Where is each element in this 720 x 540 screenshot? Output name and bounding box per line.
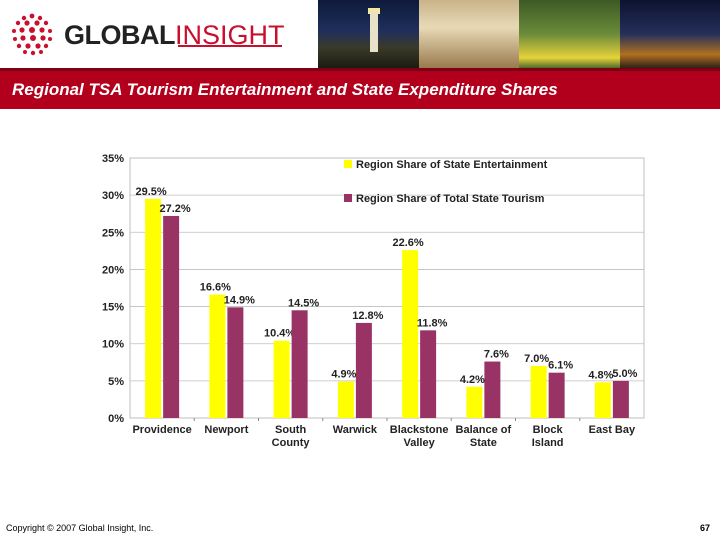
logo-underline — [178, 45, 282, 47]
x-tick-label: County — [272, 437, 311, 449]
slide-title: Regional TSA Tourism Entertainment and S… — [12, 80, 558, 99]
data-label: 10.4% — [264, 328, 295, 340]
bar — [209, 294, 226, 418]
header-photo-strip — [318, 0, 720, 68]
data-label: 14.9% — [224, 294, 255, 306]
bar — [355, 322, 372, 418]
bar — [227, 307, 244, 418]
data-label: 12.8% — [352, 310, 383, 322]
data-label: 22.6% — [393, 237, 424, 249]
legend-label: Region Share of Total State Tourism — [356, 193, 545, 205]
lighthouse-tower — [370, 12, 378, 52]
data-label: 29.5% — [136, 186, 167, 198]
bar — [594, 382, 611, 418]
bar — [273, 340, 290, 418]
data-label: 7.6% — [484, 349, 509, 361]
x-tick-label: Block — [533, 424, 564, 436]
garden-photo — [519, 0, 620, 68]
x-tick-label: South — [275, 424, 306, 436]
y-tick-label: 30% — [102, 190, 124, 202]
data-label: 4.8% — [588, 369, 613, 381]
data-label: 11.8% — [417, 317, 448, 329]
x-tick-label: Blackstone — [390, 424, 449, 436]
data-label: 14.5% — [288, 297, 319, 309]
x-tick-label: Island — [532, 437, 564, 449]
data-label: 6.1% — [548, 360, 573, 372]
bar-chart: 0% 5% 10% 15% 20% 25% 30% 35% 29.5% 27.2% Providen… — [102, 153, 645, 449]
bar — [612, 380, 629, 418]
x-tick-label: Balance of — [456, 424, 512, 436]
x-tick-label: State — [470, 437, 497, 449]
data-label: 27.2% — [160, 203, 191, 215]
y-tick-label: 10% — [102, 339, 124, 351]
bar — [484, 361, 501, 418]
bar — [337, 381, 354, 418]
lighthouse-lamp — [368, 8, 380, 14]
logo-word-global: GLOBAL — [64, 20, 176, 50]
bar — [163, 215, 180, 418]
y-tick-label: 15% — [102, 302, 124, 314]
x-tick-label: East Bay — [589, 424, 636, 436]
x-tick-label: Providence — [132, 424, 191, 436]
bar — [291, 310, 308, 418]
bar — [402, 250, 419, 418]
legend-swatch — [344, 160, 352, 168]
lighthouse-photo — [318, 0, 419, 68]
y-tick-label: 5% — [108, 376, 124, 388]
bar — [530, 366, 547, 418]
title-bar: Regional TSA Tourism Entertainment and S… — [0, 68, 720, 109]
bar — [420, 330, 437, 418]
header: GLOBALINSIGHT — [0, 0, 720, 68]
brand-logo: GLOBALINSIGHT — [64, 20, 285, 51]
y-tick-label: 20% — [102, 264, 124, 276]
bar — [466, 386, 483, 418]
data-label: 4.9% — [331, 369, 356, 381]
data-label: 7.0% — [524, 353, 549, 365]
globe-logo-icon — [12, 13, 52, 56]
y-tick-label: 35% — [102, 153, 124, 165]
bar — [145, 198, 162, 418]
legend-label: Region Share of State Entertainment — [356, 159, 548, 171]
page-number: 67 — [700, 523, 711, 533]
x-tick-label: Warwick — [333, 424, 378, 436]
ballroom-photo — [418, 0, 519, 68]
night-city-photo — [619, 0, 720, 68]
x-tick-label: Newport — [204, 424, 248, 436]
data-label: 5.0% — [612, 368, 637, 380]
data-label: 16.6% — [200, 282, 231, 294]
bar — [548, 372, 565, 418]
x-tick-label: Valley — [404, 437, 436, 449]
y-tick-label: 0% — [108, 413, 124, 425]
y-tick-label: 25% — [102, 227, 124, 239]
copyright-text: Copyright © 2007 Global Insight, Inc. — [6, 523, 154, 533]
legend-swatch — [344, 194, 352, 202]
data-label: 4.2% — [460, 374, 485, 386]
